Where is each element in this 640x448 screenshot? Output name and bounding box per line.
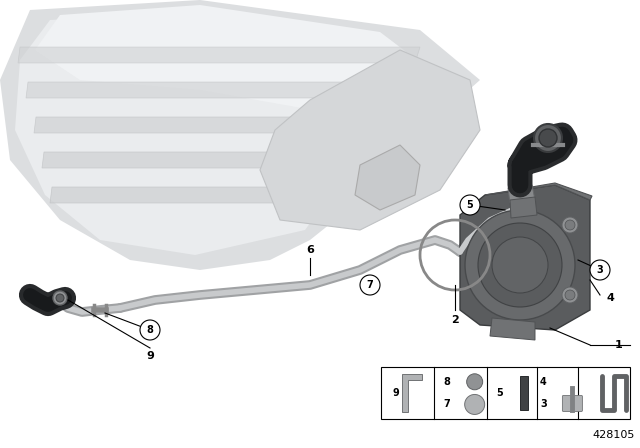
Circle shape bbox=[478, 223, 562, 307]
Circle shape bbox=[590, 260, 610, 280]
Circle shape bbox=[140, 320, 160, 340]
Text: 8: 8 bbox=[147, 325, 154, 335]
Polygon shape bbox=[402, 374, 422, 413]
Bar bbox=[381, 367, 630, 419]
Circle shape bbox=[562, 217, 578, 233]
Circle shape bbox=[460, 195, 480, 215]
Circle shape bbox=[56, 294, 64, 302]
Circle shape bbox=[565, 290, 575, 300]
Circle shape bbox=[465, 394, 484, 414]
Text: 4: 4 bbox=[606, 293, 614, 303]
FancyBboxPatch shape bbox=[563, 396, 582, 411]
Text: 7: 7 bbox=[367, 280, 373, 290]
Text: 3: 3 bbox=[540, 400, 547, 409]
Text: 5: 5 bbox=[497, 388, 503, 398]
Polygon shape bbox=[18, 47, 420, 63]
Polygon shape bbox=[510, 197, 537, 218]
Text: 2: 2 bbox=[451, 315, 459, 325]
Polygon shape bbox=[485, 183, 592, 200]
Circle shape bbox=[565, 220, 575, 230]
Polygon shape bbox=[0, 0, 480, 270]
Text: 8: 8 bbox=[444, 377, 450, 387]
Circle shape bbox=[492, 237, 548, 293]
Text: 1: 1 bbox=[615, 340, 623, 350]
Circle shape bbox=[465, 210, 575, 320]
Polygon shape bbox=[50, 187, 360, 203]
Text: 5: 5 bbox=[467, 200, 474, 210]
Polygon shape bbox=[15, 12, 445, 255]
Polygon shape bbox=[460, 185, 590, 330]
Text: 7: 7 bbox=[444, 400, 450, 409]
Text: 6: 6 bbox=[306, 245, 314, 255]
Circle shape bbox=[562, 287, 578, 303]
Text: 9: 9 bbox=[146, 351, 154, 361]
Polygon shape bbox=[355, 145, 420, 210]
Polygon shape bbox=[34, 117, 390, 133]
Bar bbox=[520, 376, 528, 410]
Circle shape bbox=[539, 129, 557, 147]
Circle shape bbox=[360, 275, 380, 295]
Circle shape bbox=[467, 374, 483, 390]
Text: 9: 9 bbox=[392, 388, 399, 398]
Circle shape bbox=[53, 291, 67, 305]
Circle shape bbox=[534, 124, 562, 152]
Text: 428105: 428105 bbox=[593, 430, 635, 440]
Polygon shape bbox=[26, 82, 405, 98]
Text: 4: 4 bbox=[540, 377, 547, 387]
Polygon shape bbox=[42, 152, 375, 168]
Polygon shape bbox=[35, 5, 430, 120]
Polygon shape bbox=[508, 185, 535, 203]
Polygon shape bbox=[260, 50, 480, 230]
Polygon shape bbox=[490, 318, 535, 340]
Text: 3: 3 bbox=[596, 265, 604, 275]
